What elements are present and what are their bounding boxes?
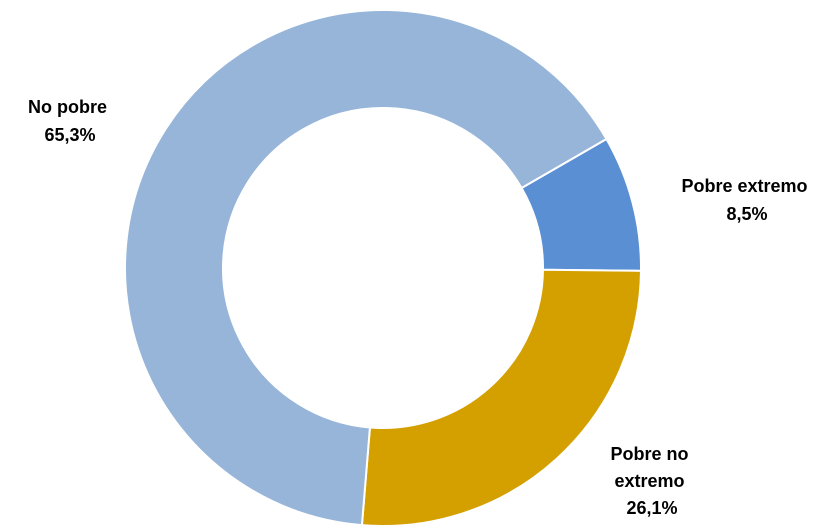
slice-value-label: 26,1%: [626, 498, 677, 518]
slice-value-label: 8,5%: [726, 204, 767, 224]
slice-label-line: Pobre extremo: [681, 176, 807, 196]
slice-label-no-pobre: No pobre 65,3%: [28, 97, 112, 145]
slice-label-line: Pobre no: [610, 444, 688, 464]
slice-label-line: No pobre: [28, 97, 107, 117]
donut-slice-pobre-no-extremo: [360, 268, 642, 527]
donut-slice-no-pobre: [124, 9, 608, 527]
slice-label-line: extremo: [614, 471, 684, 491]
slice-label-pobre-no-extremo: Pobre no extremo 26,1%: [610, 444, 693, 518]
slice-label-pobre-extremo: Pobre extremo 8,5%: [681, 176, 812, 224]
slice-value-label: 65,3%: [44, 125, 95, 145]
